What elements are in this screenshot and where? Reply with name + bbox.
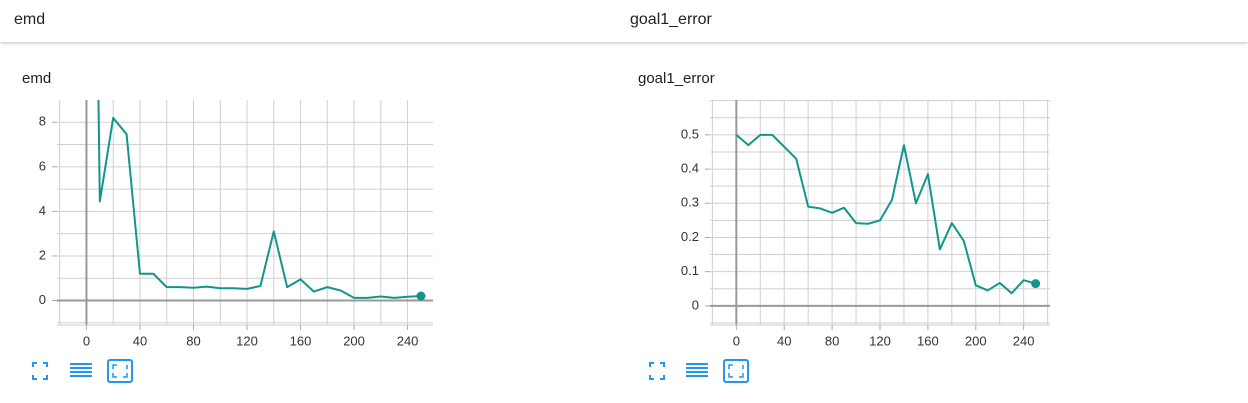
- toolbar: [32, 359, 749, 383]
- series-line: [735, 133, 1036, 295]
- y-tick-label: 0.3: [681, 195, 699, 210]
- y-tick-label: 0.1: [681, 263, 699, 278]
- x-tick-label: 120: [236, 333, 258, 348]
- x-tick-label: 200: [965, 333, 987, 348]
- y-tick-label: 0: [39, 292, 46, 307]
- toggle-log-button[interactable]: [686, 363, 708, 377]
- x-tick-label: 0: [83, 333, 90, 348]
- fit-domain-button[interactable]: [723, 359, 749, 383]
- section-title: emd: [14, 11, 46, 28]
- x-tick-label: 80: [825, 333, 839, 348]
- x-tick-label: 40: [133, 333, 147, 348]
- y-tick-label: 0: [692, 297, 699, 312]
- y-tick-label: 0.5: [681, 126, 699, 141]
- toggle-log-button[interactable]: [70, 363, 92, 377]
- y-tick-label: 2: [39, 247, 46, 262]
- y-tick-label: 4: [39, 203, 46, 218]
- x-tick-label: 40: [777, 333, 791, 348]
- series: [735, 133, 1036, 295]
- header-bar: emd goal1_error: [0, 0, 1248, 42]
- x-tick-label: 200: [343, 333, 365, 348]
- x-tick-label: 0: [733, 333, 740, 348]
- chart-title: emd: [22, 70, 51, 87]
- y-tick-label: 0.4: [681, 161, 699, 176]
- series-line: [97, 100, 422, 299]
- fullscreen-button[interactable]: [649, 362, 665, 380]
- y-tick-label: 0.2: [681, 229, 699, 244]
- section-title: goal1_error: [630, 11, 712, 28]
- fullscreen-button[interactable]: [32, 362, 48, 380]
- last-point: [416, 291, 426, 301]
- x-tick-label: 120: [869, 333, 891, 348]
- x-tick-label: 240: [1013, 333, 1035, 348]
- x-tick-label: 160: [917, 333, 939, 348]
- y-tick-label: 8: [39, 114, 46, 129]
- last-point: [1031, 279, 1041, 289]
- fit-domain-button[interactable]: [107, 359, 133, 383]
- x-tick-label: 240: [397, 333, 419, 348]
- x-tick-label: 80: [186, 333, 200, 348]
- series: [97, 100, 422, 299]
- chart-title: goal1_error: [638, 70, 715, 87]
- x-tick-label: 160: [290, 333, 312, 348]
- y-tick-label: 6: [39, 158, 46, 173]
